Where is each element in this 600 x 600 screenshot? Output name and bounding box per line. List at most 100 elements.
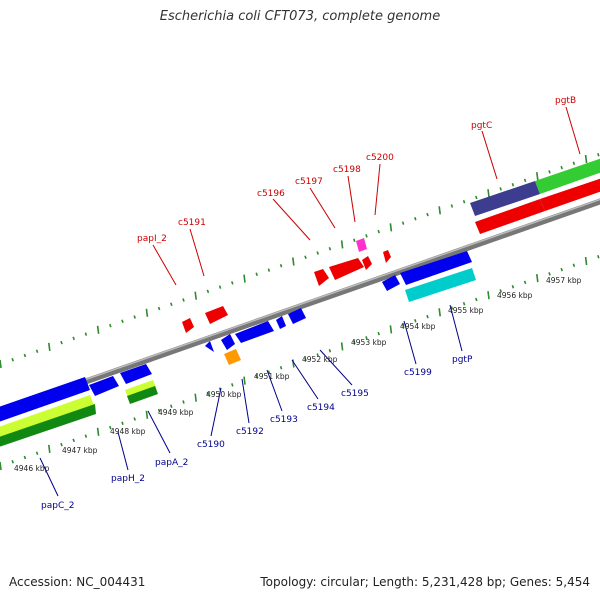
major-tick (536, 172, 539, 181)
gene-c5199-arrow[interactable] (382, 275, 400, 291)
gene-c5198b-box[interactable] (356, 238, 367, 252)
label-c5194: c5194 (307, 403, 335, 413)
minor-tick (414, 217, 417, 221)
minor-tick (60, 340, 63, 345)
minor-tick (499, 187, 502, 191)
minor-tick (401, 323, 405, 327)
minor-tick (279, 264, 283, 268)
gene-c5192-orange[interactable] (224, 349, 241, 365)
gene-c5197-arrow[interactable] (329, 258, 364, 280)
minor-tick (60, 442, 63, 447)
kbp-label: 4952 kbp (302, 355, 338, 364)
major-tick (487, 189, 490, 198)
minor-tick (499, 289, 502, 293)
label-pgtP: pgtP (452, 355, 473, 365)
gene-pgtC-lower[interactable] (475, 199, 545, 234)
minor-tick (401, 221, 405, 225)
minor-tick (328, 348, 332, 353)
gene-c5191-arrow[interactable] (205, 306, 228, 324)
backbone (0, 198, 600, 415)
label-pgtB: pgtB (555, 96, 576, 106)
minor-tick (353, 340, 356, 344)
reverse-features (0, 251, 476, 450)
major-tick (243, 274, 246, 283)
minor-tick (597, 255, 600, 259)
minor-tick (365, 234, 368, 238)
minor-tick (157, 408, 161, 413)
minor-tick (426, 212, 429, 217)
gene-c5194-arrow[interactable] (276, 316, 286, 329)
forward-strand-ticks (0, 153, 600, 369)
gene-papH_2-arrow[interactable] (89, 376, 119, 396)
gene-c5195-arrow[interactable] (288, 308, 306, 324)
minor-tick (170, 302, 173, 306)
gene-c5192-arrow[interactable] (221, 334, 235, 350)
minor-tick (133, 315, 136, 319)
minor-tick (450, 204, 454, 208)
minor-tick (11, 357, 14, 362)
minor-tick (377, 229, 380, 234)
gene-c5196-arrow[interactable] (314, 269, 329, 286)
gene-papI_2-arrow[interactable] (182, 318, 194, 333)
minor-tick (218, 285, 222, 289)
map-title: Escherichia coli CFT073, complete genome (159, 9, 441, 24)
minor-tick (109, 323, 112, 328)
minor-tick (572, 161, 576, 166)
major-tick (389, 223, 393, 232)
gene-papC_2-darkgreen[interactable] (0, 404, 96, 450)
major-tick (96, 325, 100, 334)
kbp-label: 4947 kbp (62, 446, 98, 455)
minor-tick (267, 370, 271, 374)
minor-tick (475, 297, 478, 302)
minor-tick (11, 459, 14, 464)
gene-c5190-arrow[interactable] (205, 341, 214, 352)
minor-tick (23, 353, 27, 358)
major-tick (438, 308, 441, 317)
label-c5200: c5200 (366, 153, 394, 163)
minor-tick (231, 281, 234, 285)
minor-tick (84, 434, 88, 438)
kbp-label: 4951 kbp (254, 372, 290, 381)
gene-c5200-arrow[interactable] (383, 250, 391, 263)
label-c5190: c5190 (197, 440, 225, 450)
reverse-gene-labels: papC_2 papH_2 papA_2 c5190 c5192 c5193 c… (41, 355, 473, 511)
scale-labels: 4946 kbp 4947 kbp 4948 kbp 4949 kbp 4950… (14, 276, 582, 473)
gene-papA_2-darkgreen[interactable] (127, 386, 158, 404)
minor-tick (304, 255, 307, 260)
gene-pgtP-cyan[interactable] (405, 268, 476, 302)
minor-tick (170, 404, 173, 408)
gene-pgtB-upper[interactable] (535, 157, 600, 194)
gene-papC_2-bar[interactable] (0, 377, 90, 425)
minor-tick (523, 280, 527, 285)
gene-papA_2-arrow[interactable] (120, 364, 152, 384)
major-tick (48, 444, 51, 453)
minor-tick (121, 421, 124, 426)
forward-features (182, 157, 600, 333)
leader-lines (39, 106, 581, 497)
kbp-label: 4953 kbp (351, 338, 387, 347)
gene-c5198-arrow[interactable] (362, 256, 372, 270)
gene-c5193-arrow[interactable] (235, 321, 274, 343)
major-tick (48, 342, 51, 351)
minor-tick (109, 425, 112, 430)
kbp-label: 4950 kbp (206, 390, 242, 399)
minor-tick (304, 357, 307, 362)
label-c5196: c5196 (257, 189, 285, 199)
minor-tick (462, 199, 466, 204)
label-c5199: c5199 (404, 368, 432, 378)
gene-pgtC-upper[interactable] (470, 181, 540, 216)
gene-pgtB-lower[interactable] (540, 177, 600, 211)
label-papI_2: papI_2 (137, 234, 167, 244)
minor-tick (523, 178, 527, 183)
gene-pgtP-arrow[interactable] (400, 251, 472, 285)
major-tick (96, 427, 100, 436)
major-tick (584, 256, 588, 266)
major-tick (243, 376, 246, 385)
minor-tick (133, 417, 136, 421)
kbp-label: 4949 kbp (158, 408, 194, 417)
minor-tick (462, 301, 466, 306)
minor-tick (316, 251, 319, 255)
minor-tick (157, 306, 161, 311)
major-tick (194, 291, 197, 300)
minor-tick (572, 263, 576, 268)
